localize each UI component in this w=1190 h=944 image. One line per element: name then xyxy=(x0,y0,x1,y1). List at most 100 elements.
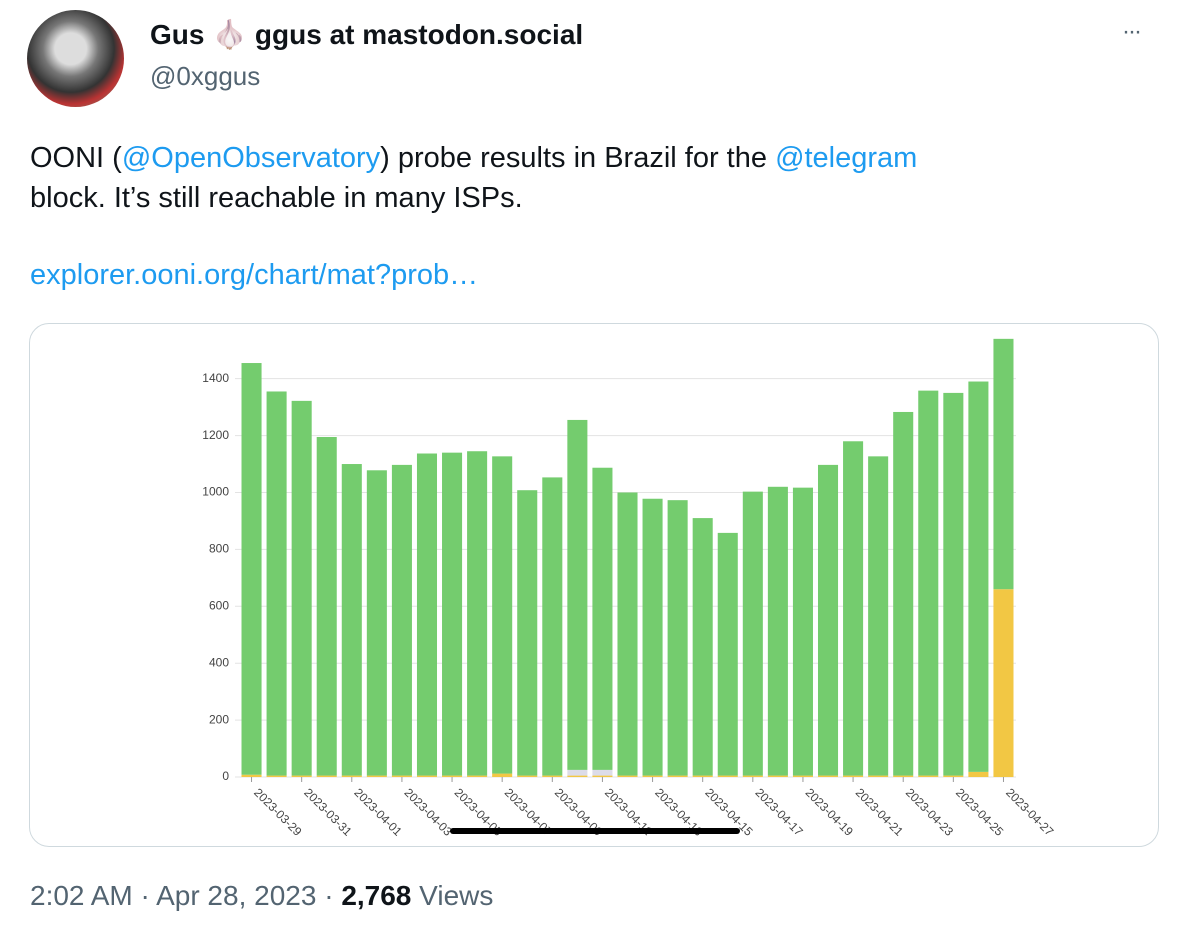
bar-segment xyxy=(492,773,513,777)
views-count: 2,768 xyxy=(341,880,412,911)
bar-segment xyxy=(542,775,563,777)
bar-segment xyxy=(366,470,387,776)
bar-segment xyxy=(316,437,337,776)
bar-segment xyxy=(968,381,989,772)
bar-segment xyxy=(567,769,588,776)
bar-segment xyxy=(291,400,312,776)
bar-segment xyxy=(341,775,362,777)
bar-segment xyxy=(868,456,889,776)
separator: · xyxy=(324,880,334,911)
more-button[interactable]: ··· xyxy=(1122,18,1142,45)
bar-segment xyxy=(792,775,813,777)
bar-segment xyxy=(868,775,889,777)
footer: 2:02 AM · Apr 28, 2023 · 2,768 Views xyxy=(30,880,493,912)
bar-segment xyxy=(843,441,864,776)
bar-segment xyxy=(642,775,663,777)
text: ) probe results in Brazil for the xyxy=(380,142,776,174)
y-tick-label: 1400 xyxy=(202,371,229,385)
x-tick-label: 2023-04-21 xyxy=(853,785,907,839)
bar-segment xyxy=(817,775,839,777)
bar-segment xyxy=(893,775,914,777)
bar-segment xyxy=(993,338,1014,590)
x-tick-label: 2023-03-31 xyxy=(301,785,355,839)
redaction xyxy=(450,828,740,834)
bar-segment xyxy=(968,771,989,777)
bar-segment xyxy=(667,500,688,776)
text: block. It’s still reachable in many ISPs… xyxy=(30,182,523,214)
bar-segment xyxy=(266,775,287,777)
bar-segment xyxy=(542,477,563,776)
bar-segment xyxy=(767,775,788,777)
bar-segment xyxy=(241,363,262,775)
media-card[interactable]: 0 200 400 600 800 1000 1200 1400 2023-03-29 2023-… xyxy=(29,323,1159,847)
author-name[interactable]: Gus 🧄 ggus at mastodon.social xyxy=(150,18,583,51)
bar-segment xyxy=(617,492,638,776)
x-tick-label: 2023-04-03 xyxy=(402,785,456,839)
x-tick-label: 2023-04-27 xyxy=(1003,785,1057,839)
bar-segment xyxy=(442,775,463,777)
bar-segment xyxy=(241,774,262,777)
bar-segment xyxy=(717,775,738,777)
y-tick-label: 1000 xyxy=(202,485,229,499)
bar-segment xyxy=(692,518,713,776)
bar-segment xyxy=(517,490,538,776)
mention[interactable]: @telegram xyxy=(775,142,918,174)
y-tick-label: 800 xyxy=(209,542,229,556)
bar-segment xyxy=(391,775,412,777)
y-tick-label: 400 xyxy=(209,655,229,669)
x-tick-label: 2023-04-01 xyxy=(351,785,405,839)
bar-segment xyxy=(467,775,488,777)
bar-segment xyxy=(767,486,788,776)
bar-segment xyxy=(391,464,412,776)
bar-segment xyxy=(993,589,1014,777)
bar-segment xyxy=(817,464,839,776)
x-tick-label: 2023-03-29 xyxy=(251,785,305,839)
bar-segment xyxy=(592,467,613,770)
bar-segment xyxy=(742,491,763,776)
bar-segment xyxy=(692,775,713,777)
y-tick-label: 600 xyxy=(209,598,229,612)
bar-segment xyxy=(567,419,588,770)
x-tick-label: 2023-04-19 xyxy=(803,785,857,839)
separator: · xyxy=(140,880,150,911)
bar-segment xyxy=(667,775,688,777)
y-tick-label: 0 xyxy=(222,769,229,783)
bar-segment xyxy=(341,464,362,776)
x-tick-label: 2023-04-25 xyxy=(953,785,1007,839)
chart: 02004006008001000120014002023-03-292023-… xyxy=(202,338,1057,839)
tweet-text: OONI (@OpenObservatory) probe results in… xyxy=(30,138,1160,218)
bar-segment xyxy=(717,532,738,776)
time[interactable]: 2:02 AM xyxy=(30,880,133,911)
bar-segment xyxy=(442,452,463,776)
bar-segment xyxy=(617,775,638,777)
bar-segment xyxy=(567,775,588,777)
bar-segment xyxy=(492,456,513,774)
bar-segment xyxy=(316,775,337,777)
bar-segment xyxy=(843,775,864,777)
mention[interactable]: @OpenObservatory xyxy=(121,142,381,174)
x-tick-label: 2023-04-17 xyxy=(752,785,806,839)
bar-segment xyxy=(918,390,939,776)
date[interactable]: Apr 28, 2023 xyxy=(156,880,317,911)
bar-segment xyxy=(792,487,813,776)
emoji: 🧄 xyxy=(212,19,248,50)
bar-segment xyxy=(517,775,538,777)
bar-segment xyxy=(893,411,914,776)
bar-segment xyxy=(416,775,438,777)
name[interactable]: Gus xyxy=(150,19,205,50)
bar-segment xyxy=(592,769,613,776)
bar-segment xyxy=(943,392,964,776)
text: OONI ( xyxy=(30,142,122,174)
bar-segment xyxy=(592,775,613,777)
handle[interactable]: @0xggus xyxy=(150,61,261,91)
y-tick-label: 1200 xyxy=(202,428,229,442)
x-tick-label: 2023-04-23 xyxy=(903,785,957,839)
y-tick-label: 200 xyxy=(209,712,229,726)
link[interactable]: explorer.ooni.org/chart/mat?prob… xyxy=(30,259,479,291)
avatar[interactable] xyxy=(27,10,124,107)
name-rest[interactable]: ggus at mastodon.social xyxy=(254,19,584,50)
bar-segment xyxy=(291,775,312,777)
views-label: Views xyxy=(419,880,494,911)
bar-segment xyxy=(266,391,287,776)
